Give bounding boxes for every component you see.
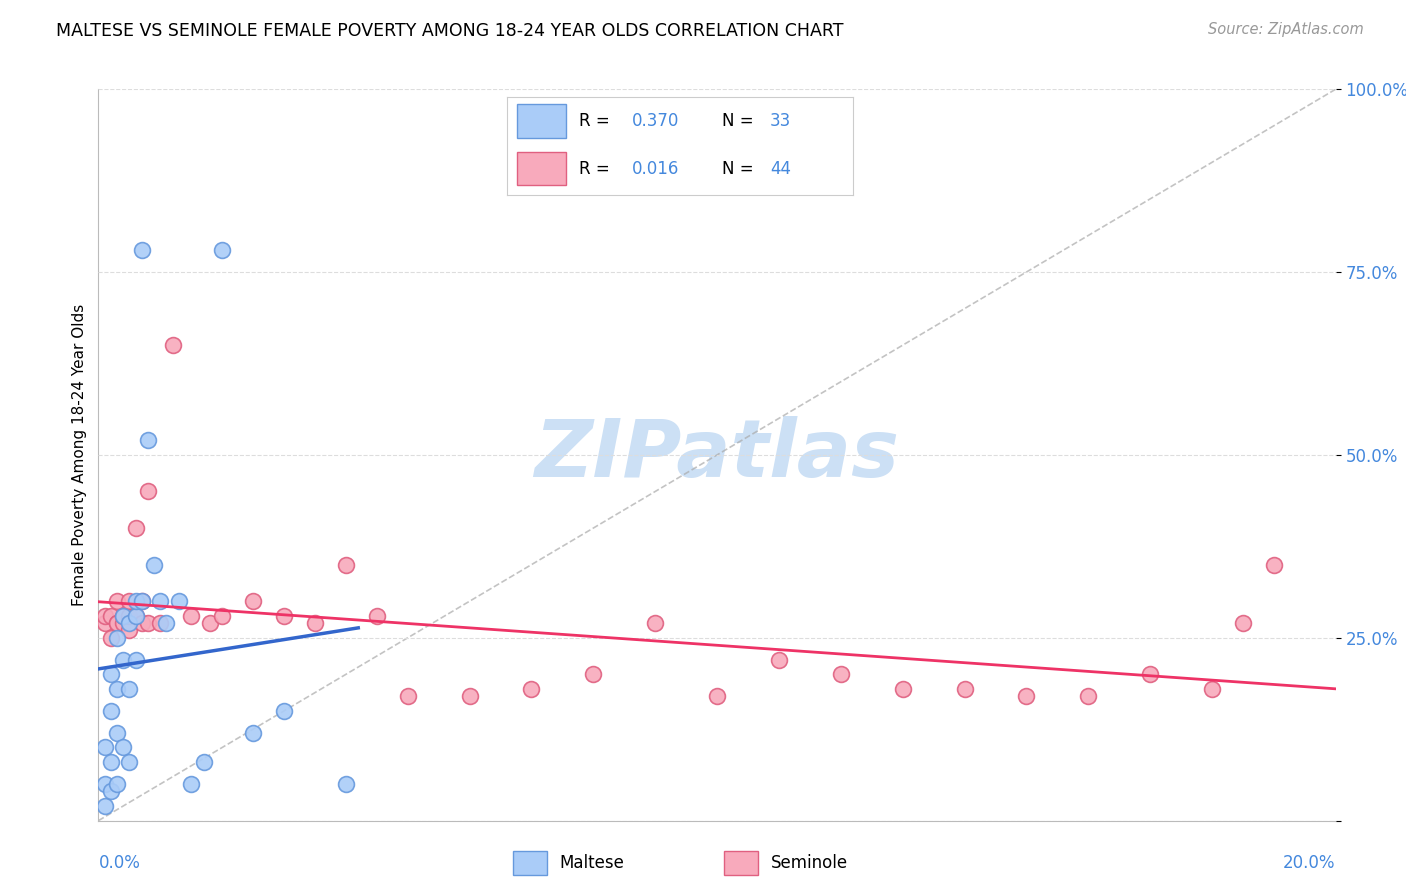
Point (366, 608, 388, 623)
Point (112, 608, 135, 623)
Point (162, 338, 184, 352)
Text: Source: ZipAtlas.com: Source: ZipAtlas.com (1208, 22, 1364, 37)
Text: Seminole: Seminole (770, 854, 848, 872)
Point (93, 799, 115, 814)
Point (180, 608, 202, 623)
Point (105, 726, 128, 740)
Point (112, 740, 135, 755)
Point (1263, 558, 1285, 572)
Point (124, 608, 146, 623)
Point (458, 690, 481, 704)
Point (105, 616, 128, 631)
Point (112, 653, 135, 667)
Point (211, 243, 233, 257)
Point (335, 777, 357, 791)
Point (706, 690, 728, 704)
Point (93, 608, 115, 623)
Bar (724, 851, 758, 875)
Point (131, 243, 153, 257)
Text: MALTESE VS SEMINOLE FEMALE POVERTY AMONG 18-24 YEAR OLDS CORRELATION CHART: MALTESE VS SEMINOLE FEMALE POVERTY AMONG… (56, 22, 844, 40)
Point (93, 616, 115, 631)
Point (105, 681, 128, 696)
Point (520, 681, 543, 696)
Point (167, 594, 190, 608)
Point (1077, 690, 1099, 704)
Point (136, 434, 159, 448)
Point (118, 681, 141, 696)
Point (100, 608, 122, 623)
Point (242, 726, 264, 740)
Point (100, 704, 122, 718)
Point (273, 704, 295, 718)
Y-axis label: Female Poverty Among 18-24 Year Olds: Female Poverty Among 18-24 Year Olds (72, 304, 87, 606)
Point (118, 755, 141, 769)
Point (136, 616, 159, 631)
Point (118, 594, 141, 608)
Text: 0.0%: 0.0% (98, 854, 141, 871)
Point (891, 681, 914, 696)
Point (180, 777, 202, 791)
Point (118, 608, 141, 623)
Point (273, 608, 295, 623)
Text: ZIPatlas: ZIPatlas (534, 416, 900, 494)
Point (211, 608, 233, 623)
Point (112, 608, 135, 623)
Point (644, 616, 666, 631)
Text: Maltese: Maltese (560, 854, 624, 872)
Point (1139, 667, 1161, 681)
Point (155, 616, 177, 631)
Point (105, 594, 128, 608)
Point (105, 777, 128, 791)
Point (118, 616, 141, 631)
Point (149, 616, 172, 631)
Point (149, 594, 172, 608)
Point (1015, 690, 1038, 704)
Point (242, 594, 264, 608)
Point (100, 631, 122, 645)
Point (768, 653, 790, 667)
Point (136, 484, 159, 499)
Point (143, 558, 166, 572)
Point (100, 784, 122, 798)
Point (124, 608, 146, 623)
Point (131, 594, 153, 608)
Point (582, 667, 605, 681)
Point (93, 777, 115, 791)
Point (198, 616, 221, 631)
Point (1232, 616, 1254, 631)
Point (131, 616, 153, 631)
Point (112, 616, 135, 631)
Point (830, 667, 852, 681)
Point (124, 594, 146, 608)
Text: 20.0%: 20.0% (1284, 854, 1336, 871)
Point (953, 681, 976, 696)
Point (193, 755, 215, 769)
Point (100, 755, 122, 769)
Point (118, 624, 141, 638)
Point (335, 558, 357, 572)
Point (124, 653, 146, 667)
Point (1201, 681, 1223, 696)
Point (93, 740, 115, 755)
Point (105, 631, 128, 645)
Point (124, 521, 146, 535)
Point (105, 616, 128, 631)
Point (100, 667, 122, 681)
Bar (513, 851, 547, 875)
Point (396, 690, 419, 704)
Point (304, 616, 326, 631)
Point (131, 594, 153, 608)
